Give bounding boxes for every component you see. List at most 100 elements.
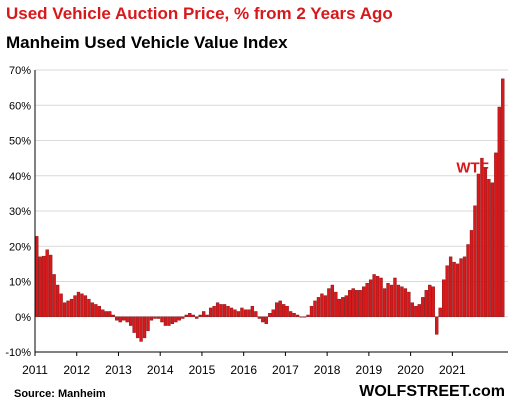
bar	[379, 277, 383, 317]
bar	[202, 311, 206, 317]
bar	[90, 302, 95, 317]
source-note: Source: Manheim	[14, 388, 106, 400]
brand-logo-text: WOLFSTREET.com	[359, 383, 505, 400]
bar	[38, 256, 42, 317]
bar	[264, 316, 268, 325]
annotation-label: WTF	[456, 159, 488, 176]
bar	[128, 316, 133, 326]
bar	[261, 316, 265, 323]
annotations: WTF	[456, 159, 488, 176]
bar	[111, 314, 115, 317]
bar	[469, 230, 474, 317]
bar	[448, 256, 453, 317]
bar	[177, 316, 181, 321]
y-tick-label: 60%	[9, 100, 31, 112]
bar	[497, 106, 501, 317]
bar	[428, 284, 432, 317]
bar	[191, 314, 195, 317]
y-tick-label: 70%	[9, 65, 31, 77]
bar	[389, 284, 394, 317]
bar	[445, 265, 449, 317]
bar	[97, 305, 102, 317]
bar	[240, 307, 244, 317]
bar	[101, 309, 105, 317]
chart-subtitle: Manheim Used Vehicle Value Index	[6, 33, 288, 52]
x-tick-label: 2015	[189, 363, 216, 377]
bar	[386, 283, 390, 317]
bar	[288, 311, 293, 317]
bar	[208, 307, 213, 317]
bar	[306, 314, 310, 317]
bar	[198, 314, 202, 317]
bar	[55, 284, 60, 317]
y-tick-label: -10%	[5, 347, 31, 359]
bar	[167, 316, 171, 326]
axes	[34, 70, 508, 356]
bar	[271, 309, 275, 317]
bar	[250, 305, 255, 317]
bar	[160, 316, 164, 323]
y-tick-label: 30%	[9, 206, 31, 218]
bar	[83, 295, 88, 317]
bar	[375, 276, 380, 317]
bar	[466, 244, 470, 317]
bar	[396, 284, 401, 317]
bar	[229, 307, 234, 317]
bar	[295, 314, 300, 317]
bar	[424, 290, 428, 317]
bar	[275, 302, 279, 317]
bar	[316, 297, 321, 317]
bar	[410, 302, 415, 317]
bar	[487, 179, 491, 317]
bar	[407, 291, 411, 317]
x-axis-ticks: 2011 2012 2013 2014 2015 2016 2017 2018 2019 2020…	[22, 363, 466, 377]
bar	[414, 305, 418, 317]
bar	[480, 157, 484, 317]
bar	[473, 205, 477, 317]
bar	[35, 236, 39, 317]
bar	[501, 78, 505, 317]
bar	[205, 314, 209, 317]
bar	[334, 291, 338, 317]
bar	[222, 304, 227, 317]
bar	[254, 311, 258, 317]
bar	[174, 316, 178, 323]
bar	[299, 316, 303, 318]
bar	[87, 298, 91, 317]
bar	[455, 263, 460, 317]
bar	[302, 316, 307, 318]
bar	[153, 316, 157, 319]
x-tick-label: 2020	[397, 363, 424, 377]
y-tick-label: 40%	[9, 171, 31, 183]
bar	[243, 309, 248, 317]
bar	[52, 274, 56, 317]
bar	[226, 305, 230, 317]
bar	[421, 297, 425, 317]
bar	[73, 295, 77, 317]
gridlines	[35, 69, 508, 353]
bar	[108, 311, 112, 317]
bar	[94, 304, 98, 317]
bar	[42, 255, 46, 317]
bar	[215, 302, 220, 317]
bar	[139, 316, 143, 342]
bar	[292, 313, 296, 317]
bar	[48, 254, 53, 317]
bar	[462, 256, 467, 317]
bar	[132, 316, 136, 333]
bar	[400, 286, 404, 317]
bar	[368, 279, 373, 317]
bar	[382, 288, 387, 317]
chart-title: Used Vehicle Auction Price, % from 2 Yea…	[6, 4, 393, 23]
x-tick-label: 2021	[439, 363, 466, 377]
bar	[247, 309, 251, 317]
bar	[212, 305, 216, 317]
bar	[118, 316, 122, 323]
x-tick-label: 2019	[356, 363, 383, 377]
x-tick-label: 2016	[230, 363, 257, 377]
bar	[268, 313, 272, 317]
bar	[494, 152, 498, 317]
bars	[35, 78, 505, 342]
bar	[188, 313, 192, 317]
